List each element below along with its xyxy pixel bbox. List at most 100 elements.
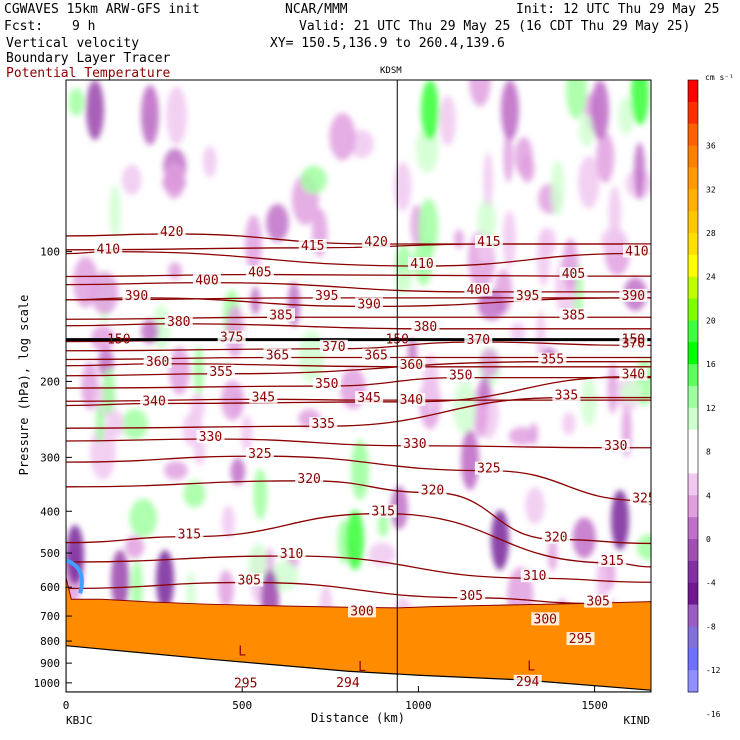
velocity-blob (329, 112, 356, 161)
contour-label-bg (94, 242, 123, 256)
contour-label-bg (622, 244, 651, 258)
velocity-blob (90, 423, 116, 480)
mid-station-label: KDSM (380, 66, 402, 76)
contour-label: 340 (142, 394, 165, 409)
velocity-blob (483, 152, 493, 208)
field-vertical-velocity: Vertical velocity (6, 36, 140, 51)
colorbar-label: -8 (706, 622, 716, 631)
contour-label-bg (513, 288, 542, 302)
contour-label: 360 (400, 358, 423, 373)
field-boundary-layer-tracer: Boundary Layer Tracer (6, 51, 171, 66)
theta-contour-350 (66, 376, 651, 389)
colorbar-swatch (688, 80, 698, 103)
contour-label-bg (541, 530, 570, 544)
velocity-blob (461, 430, 479, 490)
contour-label: 325 (477, 462, 500, 477)
colorbar-swatch (688, 364, 698, 387)
contour-label: 305 (586, 595, 609, 610)
contour-label: 315 (600, 554, 623, 569)
contour-label: 405 (248, 266, 271, 281)
contour-label-bg (629, 491, 651, 505)
contour-label-bg (559, 308, 588, 322)
contour-label: 305 (238, 573, 261, 588)
cross-section-xy: XY= 150.5,136.9 to 260.4,139.6 (270, 36, 505, 51)
contour-label: 365 (364, 348, 387, 363)
x-tick-label: 1000 (405, 699, 432, 712)
theta-contour-335 (66, 396, 651, 429)
low-marker: L (358, 660, 366, 675)
contour-label: 390 (622, 289, 645, 304)
contour-label: 385 (269, 308, 292, 323)
velocity-blob (300, 165, 328, 195)
contour-label: 325 (248, 447, 271, 462)
velocity-blob (619, 381, 644, 403)
contour-label: 315 (178, 528, 201, 543)
contour-label-bg (619, 288, 648, 302)
contour-label-bg (348, 604, 377, 618)
valid-time: Valid: 21 UTC Thu 29 May 25 (16 CDT Thu … (299, 19, 691, 34)
colorbar-swatch (688, 451, 698, 474)
contour-label-bg (407, 257, 436, 271)
contour-label: 320 (544, 530, 567, 545)
contour-label: 295 (569, 632, 592, 647)
contour-label-bg (312, 377, 341, 391)
velocity-blob (241, 414, 253, 453)
colorbar-swatch (688, 145, 698, 168)
contour-label-bg (196, 430, 225, 444)
velocity-blob (579, 114, 595, 147)
contour-label: 310 (280, 547, 303, 562)
contour-label-bg (474, 461, 503, 475)
contour-label-bg (552, 388, 581, 402)
velocity-blob (122, 164, 142, 196)
contour-label: 420 (364, 235, 387, 250)
contour-label: 345 (357, 391, 380, 406)
colorbar-swatch (688, 539, 698, 562)
contour-label: 395 (516, 289, 539, 304)
colorbar-swatch (688, 342, 698, 365)
contour-label-bg (319, 339, 348, 353)
velocity-blob (591, 80, 609, 140)
contour-label-bg (298, 238, 327, 252)
velocity-blob (631, 80, 649, 125)
contour-label-bg (598, 553, 627, 567)
contour-label: 345 (252, 390, 275, 405)
velocity-blob (107, 410, 125, 439)
contour-label-bg (464, 332, 493, 346)
velocity-blob (244, 214, 263, 272)
contour-label-bg (175, 527, 204, 541)
colorbar-label: 0 (706, 535, 711, 544)
contour-label: 370 (622, 336, 645, 351)
contour-label: 355 (541, 353, 564, 368)
contour-label: 410 (410, 257, 433, 272)
contour-label: 295 (234, 677, 257, 692)
contour-label-bg (355, 391, 384, 405)
contour-label: 410 (97, 243, 120, 258)
velocity-blob (86, 80, 104, 140)
velocity-blob (111, 550, 129, 610)
contour-label-bg (249, 390, 278, 404)
contour-label-bg (295, 471, 324, 485)
contour-label: 390 (125, 289, 148, 304)
velocity-blob (478, 376, 491, 406)
contour-label: 420 (160, 225, 183, 240)
contour-label-bg (584, 594, 613, 608)
velocity-blob (508, 427, 536, 446)
contour-label: 370 (467, 333, 490, 348)
velocity-blob (528, 422, 539, 445)
velocity-blob (539, 227, 557, 257)
velocity-blob (163, 163, 185, 199)
velocity-blob (562, 238, 579, 292)
contour-label: 310 (523, 569, 546, 584)
y-tick-label: 900 (40, 657, 60, 670)
velocity-blob (454, 229, 464, 249)
contour-label-bg (397, 392, 426, 406)
velocity-blob (608, 186, 622, 241)
tracer-fringe (66, 558, 84, 594)
theta-contour-310 (66, 555, 651, 583)
contour-label-bg (418, 483, 447, 497)
colorbar-swatch (688, 386, 698, 409)
colorbar-swatch (688, 101, 698, 125)
velocity-blob (221, 505, 235, 539)
velocity-blob (525, 487, 545, 525)
